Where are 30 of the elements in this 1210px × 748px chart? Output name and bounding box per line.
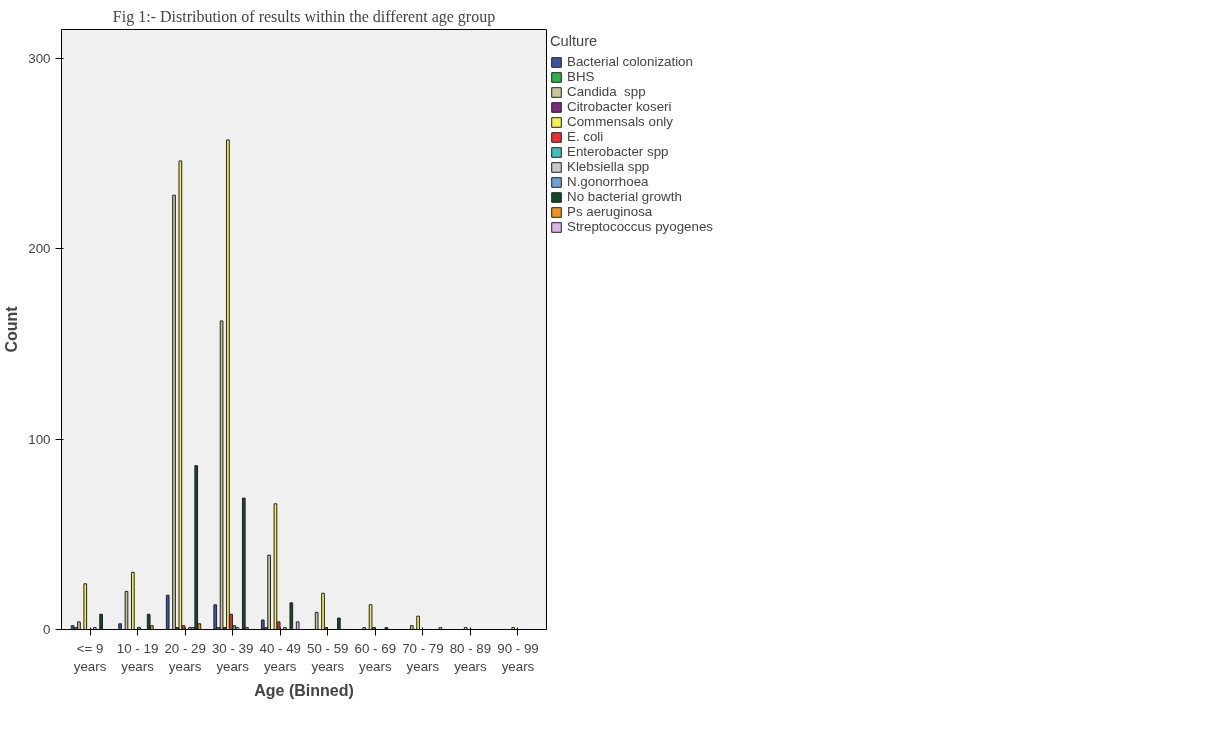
chart-title: Fig 1:- Distribution of results within the different age group: [112, 7, 496, 26]
y-tick-label: 0: [43, 622, 51, 637]
legend-label: Candida spp: [567, 84, 646, 99]
x-tick-label: 30 - 39 years: [211, 640, 254, 674]
legend-label: Ps aeruginosa: [567, 204, 653, 219]
y-tick-label: 200: [28, 241, 51, 257]
legend-label: N.gonorrhoea: [567, 174, 649, 189]
legend-label: Bacterial colonization: [567, 54, 693, 69]
legend-label: Citrobacter koseri: [567, 99, 672, 114]
legend-label: Commensals only: [567, 114, 673, 129]
x-tick-label: 40 - 49 years: [259, 640, 301, 674]
legend-label: E. coli: [567, 129, 604, 144]
y-axis-title: Count: [3, 305, 21, 353]
x-axis-title: Age (Binned): [254, 681, 354, 699]
x-tick-label: 80 - 89 years: [449, 640, 492, 674]
legend-label: BHS: [567, 69, 595, 84]
y-tick-label: 100: [28, 431, 51, 447]
x-tick-label: <= 9 years: [73, 640, 107, 674]
x-tick-label: 60 - 69 years: [354, 640, 397, 674]
legend-label: Enterobacter spp: [567, 144, 669, 159]
x-tick-label: 70 - 79 years: [402, 640, 444, 674]
x-tick-label: 20 - 29 years: [164, 640, 206, 674]
x-tick-label: 10 - 19 years: [116, 640, 159, 674]
x-tick-label: 90 - 99 years: [497, 640, 539, 674]
legend-label: Streptococcus pyogenes: [567, 219, 713, 234]
legend-label: Klebsiella spp: [567, 159, 650, 174]
x-tick-label: 50 - 59 years: [307, 640, 349, 674]
legend-label: No bacterial growth: [567, 189, 682, 204]
y-tick-label: 300: [28, 50, 51, 66]
legend-title: Culture: [550, 33, 599, 49]
